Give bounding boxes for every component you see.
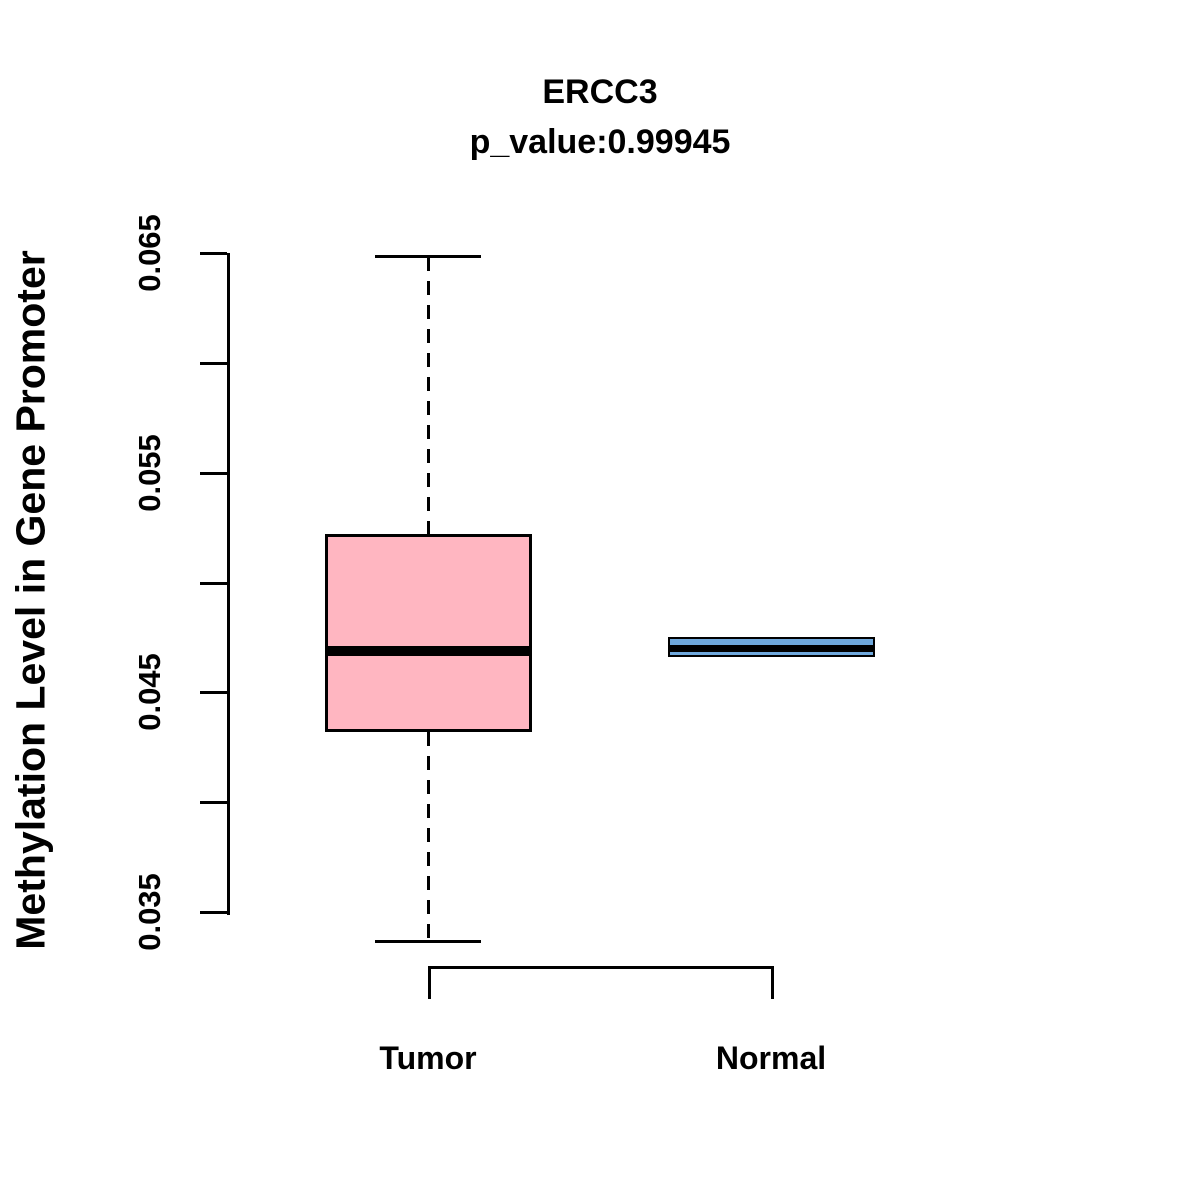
tumor-upper-whisker <box>427 257 430 535</box>
y-tick-label: 0.055 <box>132 433 167 512</box>
tumor-lower-whisker-cap <box>375 939 481 943</box>
tumor-lower-whisker <box>427 731 430 941</box>
y-tick-label: 0.045 <box>132 653 167 732</box>
tumor-upper-whisker-cap <box>375 255 481 259</box>
y-axis-line <box>227 253 230 915</box>
chart-title: ERCC3 <box>542 73 658 111</box>
x-axis-tick <box>428 966 431 999</box>
y-axis-tick <box>200 471 227 475</box>
y-axis-tick <box>200 361 227 365</box>
normal-median-line <box>667 644 875 652</box>
y-axis-tick <box>200 801 227 805</box>
x-category-label: Tumor <box>379 1040 477 1076</box>
y-axis-tick <box>200 911 227 914</box>
y-axis-tick <box>200 691 227 695</box>
x-axis-tick <box>771 966 774 999</box>
y-tick-label: 0.065 <box>132 214 167 292</box>
y-axis-title: Methylation Level in Gene Promoter <box>7 250 54 950</box>
tumor-median-line <box>324 645 532 656</box>
x-axis-line <box>428 966 774 969</box>
chart-subtitle: p_value:0.99945 <box>469 123 731 161</box>
y-tick-label: 0.035 <box>132 873 167 951</box>
y-axis-tick <box>200 581 227 585</box>
x-category-label: Normal <box>715 1040 827 1076</box>
y-axis-tick <box>200 252 227 255</box>
tumor-box <box>324 534 532 732</box>
